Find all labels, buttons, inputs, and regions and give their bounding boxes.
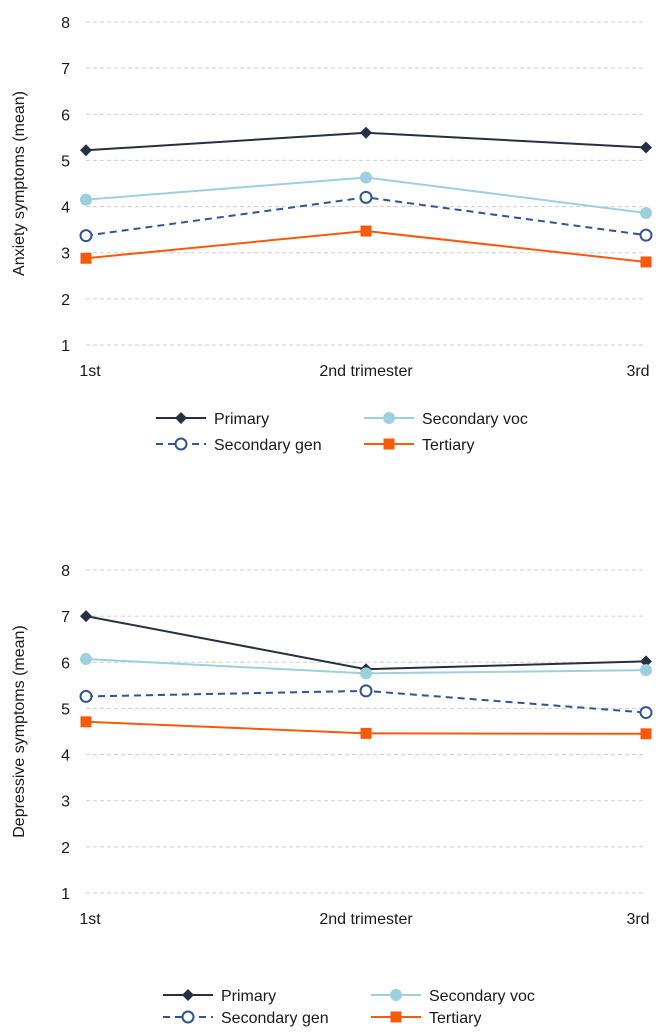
- legend-marker: [175, 412, 187, 424]
- y-tick-label: 4: [61, 200, 70, 217]
- legend: Primary Secondary voc Secondary gen Tertiar…: [156, 411, 528, 454]
- data-point: [360, 667, 372, 680]
- series-secondary-voc: [80, 653, 652, 680]
- data-point: [640, 207, 652, 220]
- y-tick-label: 6: [61, 655, 70, 672]
- y-tick-label: 2: [61, 292, 70, 309]
- legend-label: Secondary gen: [214, 437, 322, 454]
- y-axis-title: Depressive symptoms (mean): [11, 625, 28, 838]
- legend-marker: [383, 438, 395, 450]
- legend-label: Tertiary: [429, 1010, 481, 1027]
- series-secondary-gen: [79, 684, 653, 720]
- data-point: [80, 144, 92, 157]
- data-point: [80, 252, 92, 264]
- y-tick-label: 1: [61, 886, 70, 903]
- data-point: [640, 655, 652, 668]
- legend-marker: [383, 412, 395, 424]
- data-point: [359, 684, 373, 698]
- legend-label: Secondary gen: [221, 1010, 329, 1027]
- series-tertiary: [80, 225, 652, 268]
- anxiety-line-chart: 1 2 3 4 5 6 7 8 1st 2nd trimester 3rd Anxiety sympt…: [11, 15, 653, 454]
- legend-label: Primary: [221, 988, 276, 1005]
- legend-label: Primary: [214, 411, 269, 428]
- data-point: [639, 228, 653, 242]
- data-point: [360, 727, 372, 739]
- data-point: [80, 610, 92, 623]
- data-point: [79, 689, 93, 703]
- x-tick-label: 1st: [79, 911, 101, 928]
- data-point: [80, 716, 92, 728]
- x-tick-label: 1st: [79, 363, 101, 380]
- y-tick-label: 7: [61, 61, 70, 78]
- y-tick-label: 1: [61, 338, 70, 355]
- x-tick-label: 3rd: [626, 911, 649, 928]
- x-tick-label: 2nd trimester: [319, 911, 413, 928]
- y-tick-label: 8: [61, 563, 70, 580]
- data-point: [360, 126, 372, 139]
- x-tick-label: 2nd trimester: [319, 363, 413, 380]
- grid: [86, 569, 646, 894]
- y-tick-label: 5: [61, 153, 70, 170]
- y-tick-label: 3: [61, 246, 70, 263]
- y-tick-label: 4: [61, 748, 70, 765]
- series-line-primary: [85, 615, 647, 671]
- legend-marker: [182, 989, 194, 1001]
- data-point: [640, 141, 652, 154]
- data-point: [80, 193, 92, 206]
- legend-label: Secondary voc: [429, 988, 535, 1005]
- data-point: [80, 653, 92, 666]
- y-axis-title: Anxiety symptoms (mean): [11, 91, 28, 276]
- y-tick-label: 5: [61, 701, 70, 718]
- data-point: [639, 706, 653, 720]
- legend-marker: [390, 989, 402, 1001]
- x-tick-label: 3rd: [626, 363, 649, 380]
- legend-marker: [181, 1010, 195, 1024]
- y-tick-label: 7: [61, 609, 70, 626]
- series-secondary-voc: [80, 171, 652, 220]
- y-tick-label: 2: [61, 840, 70, 857]
- legend-marker: [390, 1011, 402, 1023]
- y-tick-label: 8: [61, 15, 70, 32]
- series-tertiary: [80, 716, 652, 740]
- data-point: [640, 728, 652, 740]
- series-primary: [80, 610, 652, 676]
- data-point: [640, 256, 652, 268]
- data-point: [359, 190, 373, 204]
- series-primary: [80, 126, 652, 157]
- data-point: [640, 664, 652, 677]
- series-secondary-gen: [79, 190, 653, 243]
- depressive-line-chart: 1 2 3 4 5 6 7 8 1st 2nd trimester 3rd Depressive sy…: [11, 563, 653, 1027]
- data-point: [79, 229, 93, 243]
- grid: [86, 21, 646, 346]
- y-tick-label: 6: [61, 107, 70, 124]
- data-point: [360, 171, 372, 184]
- y-tick-label: 3: [61, 794, 70, 811]
- data-point: [360, 225, 372, 237]
- legend-label: Tertiary: [422, 437, 474, 454]
- legend: Primary Secondary voc Secondary gen Tertiar…: [163, 988, 535, 1027]
- legend-marker: [174, 437, 188, 451]
- legend-label: Secondary voc: [422, 411, 528, 428]
